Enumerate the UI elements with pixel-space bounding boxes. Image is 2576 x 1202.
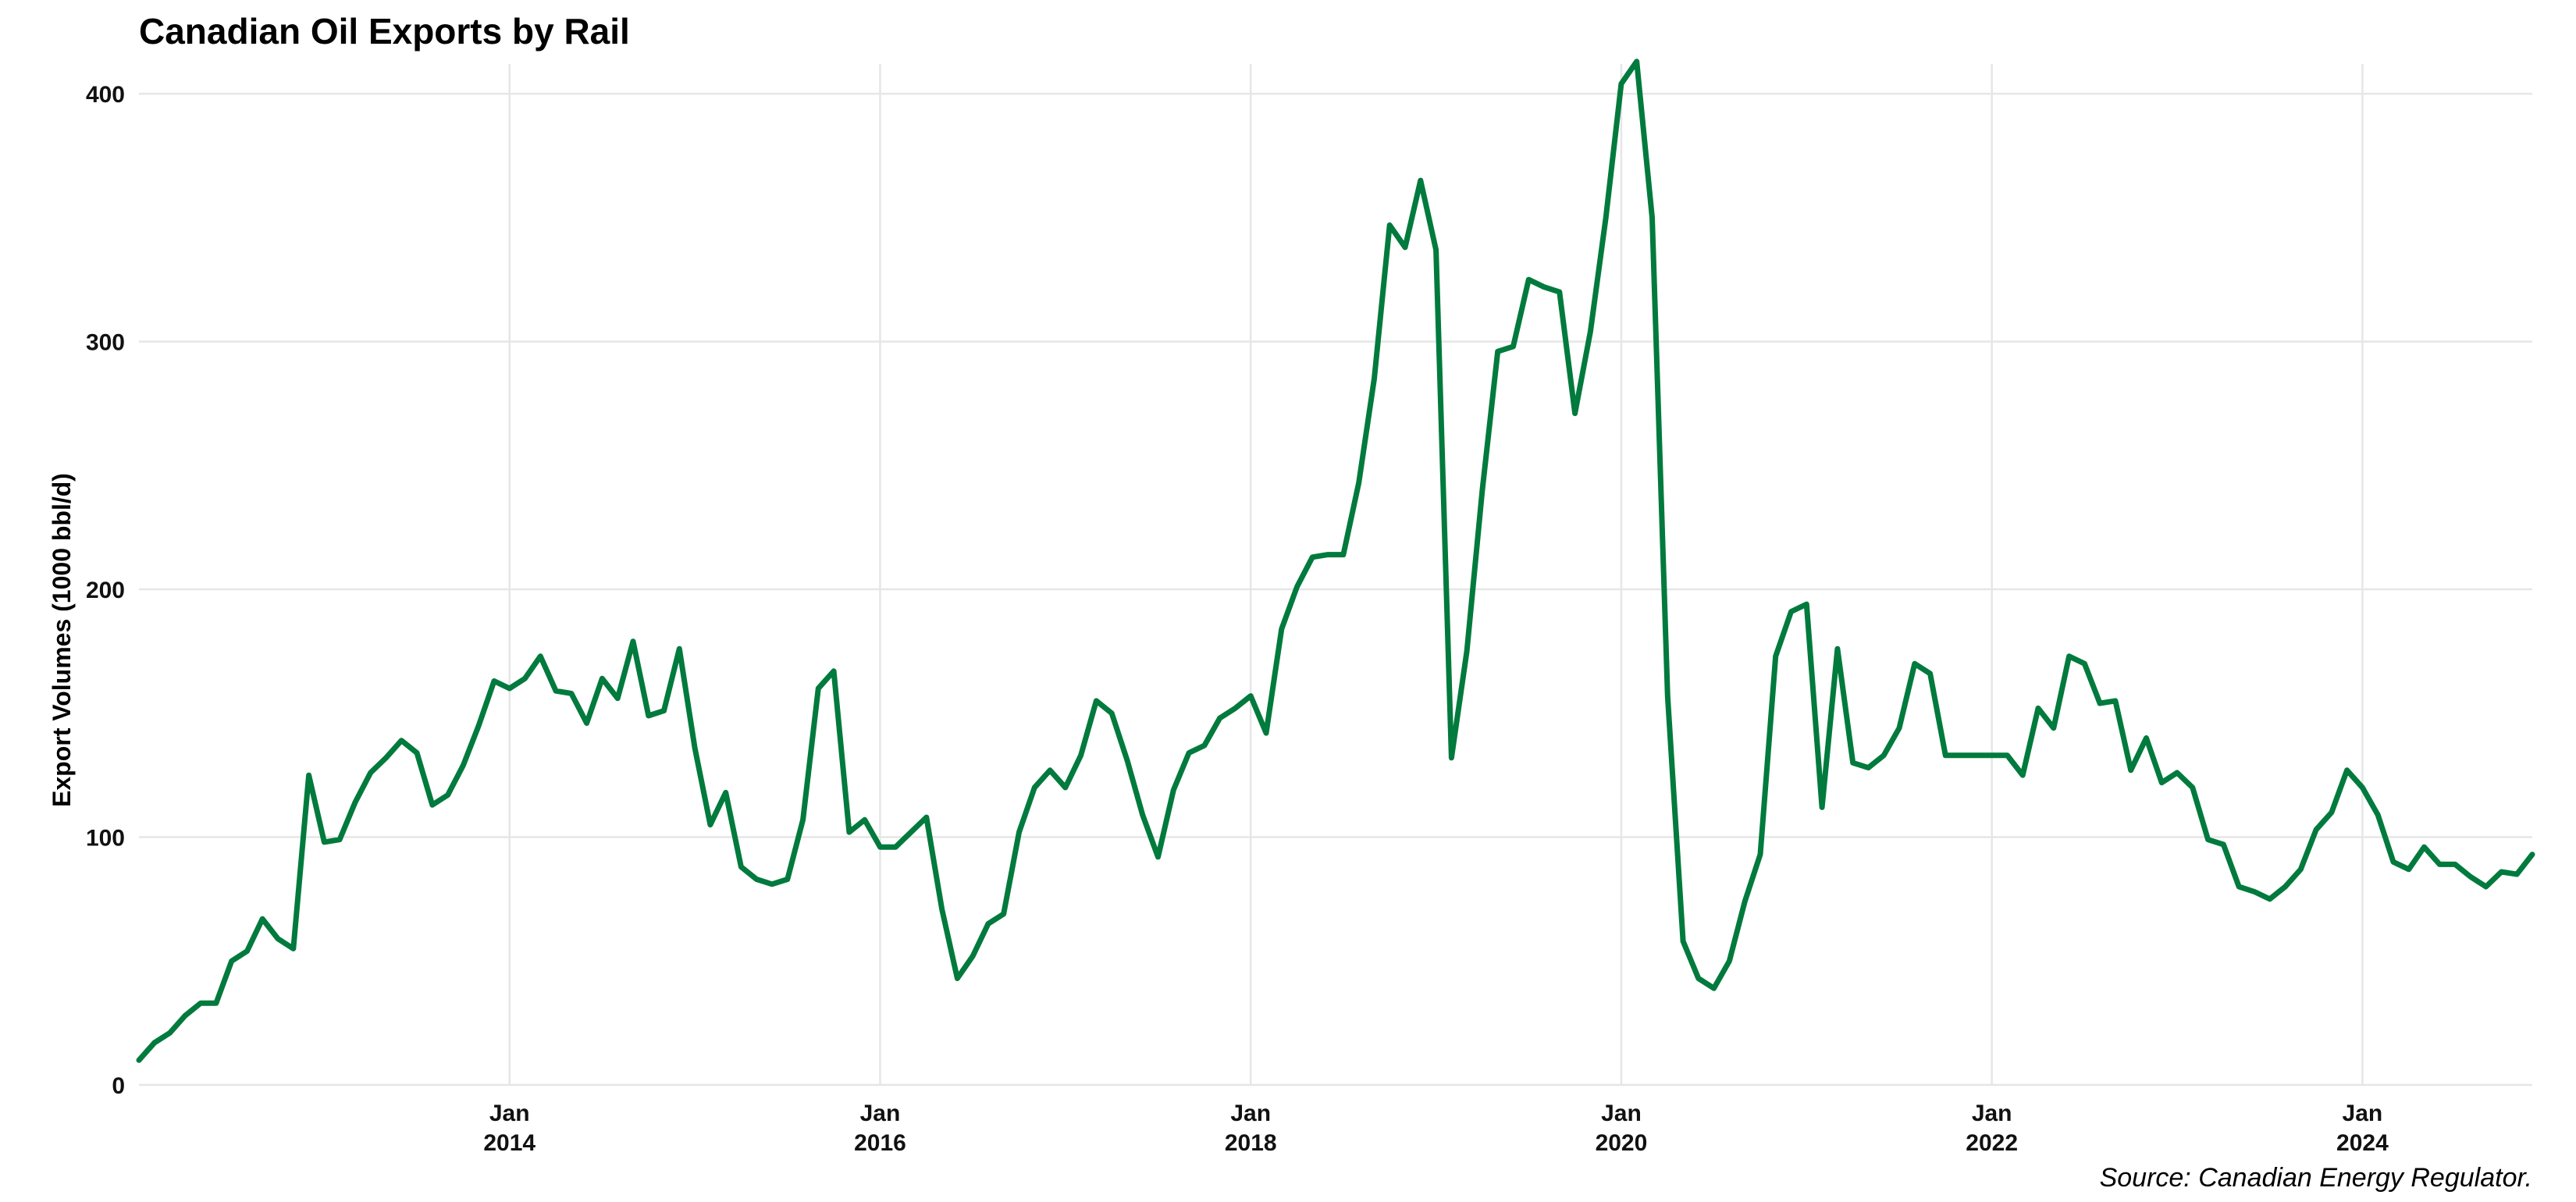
y-axis-label: Export Volumes (1000 bbl/d) [48,473,76,807]
y-tick-label: 100 [86,826,125,852]
series-line [136,59,2535,1063]
y-tick-label: 0 [112,1073,125,1099]
y-tick-label: 400 [86,82,125,108]
x-tick-label: Jan [1230,1101,1271,1126]
x-tick-label: 2022 [1966,1130,2018,1156]
x-tick-label: 2024 [2336,1130,2389,1156]
x-tick-label: 2014 [483,1130,535,1156]
source-caption: Source: Canadian Energy Regulator. [2100,1163,2532,1193]
grid [139,64,2532,1086]
series-layer [136,59,2535,1063]
x-tick-label: 2020 [1596,1130,1648,1156]
y-tick-label: 200 [86,578,125,603]
x-tick-label: Jan [1972,1101,2012,1126]
x-tick-label: Jan [489,1101,530,1126]
x-axis: Jan 2014 Jan 2016 Jan 2018 Jan 2020 Jan 2022 Jan 20… [483,1101,2389,1156]
x-tick-label: Jan [1601,1101,1642,1126]
y-axis: 0 100 200 300 400 [86,82,125,1099]
x-tick-label: 2018 [1225,1130,1277,1156]
x-tick-label: Jan [2343,1101,2383,1126]
x-tick-label: Jan [860,1101,901,1126]
y-tick-label: 300 [86,330,125,356]
x-tick-label: 2016 [854,1130,906,1156]
chart-title: Canadian Oil Exports by Rail [139,11,630,52]
